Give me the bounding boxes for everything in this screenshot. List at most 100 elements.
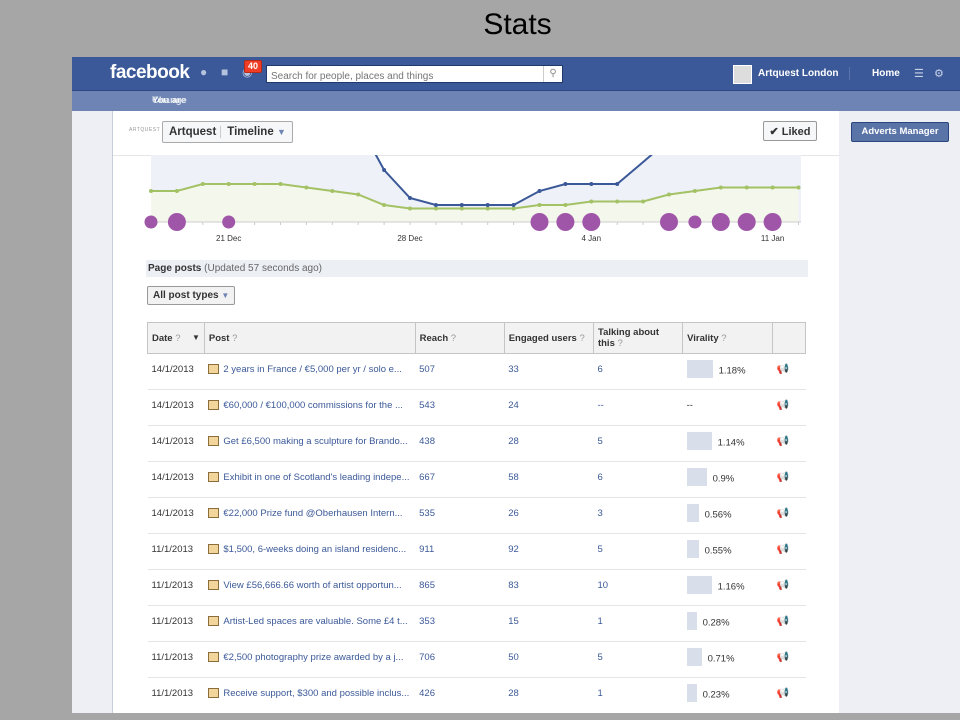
- reach-data-point[interactable]: [485, 203, 490, 207]
- post-marker[interactable]: [582, 213, 601, 231]
- reach-data-point[interactable]: [382, 168, 387, 172]
- cell-reach[interactable]: 438: [415, 425, 505, 462]
- post-marker[interactable]: [660, 213, 678, 231]
- cell-reach[interactable]: 353: [415, 605, 505, 642]
- post-marker[interactable]: [167, 213, 186, 231]
- talking-data-point[interactable]: [304, 185, 309, 190]
- reach-data-point[interactable]: [511, 203, 516, 207]
- column-header-date[interactable]: Date ? ▼: [147, 322, 205, 354]
- cell-post[interactable]: Artist-Led spaces are valuable. Some £4 …: [204, 605, 416, 642]
- talking-data-point[interactable]: [589, 199, 594, 204]
- post-marker[interactable]: [688, 215, 702, 229]
- cell-reach[interactable]: 535: [415, 497, 505, 534]
- post-link[interactable]: €2,500 photography prize awarded by a j.…: [223, 652, 404, 663]
- cell-post[interactable]: €2,500 photography prize awarded by a j.…: [204, 641, 416, 678]
- post-link[interactable]: Get £6,500 making a sculpture for Brando…: [223, 436, 408, 447]
- cell-reach[interactable]: 426: [415, 677, 505, 713]
- liked-button[interactable]: ✔ Liked: [763, 121, 817, 141]
- talking-data-point[interactable]: [667, 192, 671, 197]
- promote-megaphone-icon[interactable]: 📢: [776, 472, 790, 483]
- cell-reach[interactable]: 667: [415, 461, 505, 498]
- cell-engaged-users[interactable]: 83: [504, 569, 594, 606]
- cell-action[interactable]: 📢: [772, 677, 806, 713]
- reach-data-point[interactable]: [433, 203, 438, 207]
- reach-data-point[interactable]: [408, 196, 412, 200]
- table-row[interactable]: 11/1/2013 Artist-Led spaces are valuable.…: [147, 605, 806, 642]
- talking-data-point[interactable]: [744, 185, 749, 190]
- cell-talking-about[interactable]: 1: [593, 677, 683, 713]
- post-link[interactable]: €60,000 / €100,000 commissions for the .…: [223, 400, 403, 411]
- facebook-logo[interactable]: facebook: [110, 62, 190, 83]
- cell-reach[interactable]: 507: [415, 353, 505, 390]
- talking-data-point[interactable]: [485, 206, 490, 211]
- cell-talking-about[interactable]: 1: [593, 605, 683, 642]
- post-marker[interactable]: [711, 213, 730, 231]
- cell-engaged-users[interactable]: 26: [504, 497, 594, 534]
- promote-megaphone-icon[interactable]: 📢: [776, 544, 790, 555]
- cell-post[interactable]: Get £6,500 making a sculpture for Brando…: [204, 425, 416, 462]
- cell-action[interactable]: 📢: [772, 461, 806, 498]
- promote-megaphone-icon[interactable]: 📢: [776, 652, 790, 663]
- post-link[interactable]: Artist-Led spaces are valuable. Some £4 …: [223, 616, 408, 627]
- post-marker[interactable]: [222, 215, 236, 229]
- post-link[interactable]: $1,500, 6-weeks doing an island residenc…: [223, 544, 407, 555]
- post-link[interactable]: 2 years in France / €5,000 per yr / solo…: [223, 364, 402, 375]
- sort-down-icon[interactable]: ▼: [191, 332, 200, 342]
- cell-engaged-users[interactable]: 50: [504, 641, 594, 678]
- cell-talking-about[interactable]: 5: [593, 641, 683, 678]
- talking-data-point[interactable]: [511, 206, 516, 211]
- table-row[interactable]: 11/1/2013 $1,500, 6-weeks doing an island…: [147, 533, 806, 570]
- cell-engaged-users[interactable]: 33: [504, 353, 594, 390]
- post-marker[interactable]: [737, 213, 756, 231]
- cell-engaged-users[interactable]: 24: [504, 389, 594, 426]
- reach-data-point[interactable]: [615, 182, 620, 186]
- reach-data-point[interactable]: [589, 182, 594, 186]
- talking-data-point[interactable]: [330, 189, 335, 193]
- cell-action[interactable]: 📢: [772, 569, 806, 606]
- promote-megaphone-icon[interactable]: 📢: [776, 688, 790, 699]
- privacy-shortcuts-icon[interactable]: ☰: [914, 68, 924, 80]
- cell-talking-about[interactable]: 6: [593, 353, 683, 390]
- cell-action[interactable]: 📢: [772, 389, 806, 426]
- post-link[interactable]: Receive support, $300 and possible inclu…: [223, 688, 410, 699]
- search-icon[interactable]: ⚲: [543, 66, 562, 82]
- talking-data-point[interactable]: [149, 189, 153, 193]
- talking-data-point[interactable]: [433, 206, 438, 211]
- talking-data-point[interactable]: [459, 206, 464, 211]
- cell-post[interactable]: Receive support, $300 and possible inclu…: [204, 677, 416, 713]
- talking-data-point[interactable]: [356, 192, 361, 197]
- cell-post[interactable]: $1,500, 6-weeks doing an island residenc…: [204, 533, 416, 570]
- promote-megaphone-icon[interactable]: 📢: [776, 400, 790, 411]
- page-timeline-selector[interactable]: Artquest Timeline ▼: [162, 121, 293, 143]
- column-header-engaged-users[interactable]: Engaged users ?: [503, 322, 594, 354]
- cell-engaged-users[interactable]: 28: [504, 425, 594, 462]
- promote-megaphone-icon[interactable]: 📢: [776, 364, 790, 375]
- cell-action[interactable]: 📢: [772, 641, 806, 678]
- friend-requests-icon[interactable]: ●: [200, 65, 208, 79]
- promote-megaphone-icon[interactable]: 📢: [776, 580, 790, 591]
- cell-post[interactable]: Exhibit in one of Scotland's leading ind…: [204, 461, 416, 498]
- messages-icon[interactable]: ■: [221, 65, 229, 79]
- talking-data-point[interactable]: [770, 185, 775, 190]
- reach-data-point[interactable]: [537, 189, 542, 193]
- page-name-link[interactable]: Artquest London: [758, 68, 839, 79]
- talking-data-point[interactable]: [408, 206, 412, 211]
- talking-data-point[interactable]: [537, 203, 542, 207]
- post-marker[interactable]: [144, 215, 158, 229]
- cell-reach[interactable]: 911: [415, 533, 505, 570]
- post-marker[interactable]: [530, 213, 549, 231]
- cell-post[interactable]: 2 years in France / €5,000 per yr / solo…: [204, 353, 416, 390]
- post-link[interactable]: €22,000 Prize fund @Oberhausen Intern...: [223, 508, 403, 519]
- cell-engaged-users[interactable]: 28: [504, 677, 594, 713]
- talking-data-point[interactable]: [692, 189, 697, 193]
- talking-data-point[interactable]: [200, 182, 205, 186]
- cell-action[interactable]: 📢: [772, 353, 806, 390]
- cell-talking-about[interactable]: 3: [593, 497, 683, 534]
- cell-engaged-users[interactable]: 58: [504, 461, 594, 498]
- table-row[interactable]: 11/1/2013 €2,500 photography prize awarde…: [147, 641, 806, 678]
- talking-data-point[interactable]: [252, 182, 257, 186]
- talking-data-point[interactable]: [641, 199, 646, 204]
- settings-gear-icon[interactable]: ⚙: [934, 68, 944, 80]
- search-input[interactable]: [267, 68, 545, 85]
- table-row[interactable]: 11/1/2013 Receive support, $300 and possi…: [147, 677, 806, 713]
